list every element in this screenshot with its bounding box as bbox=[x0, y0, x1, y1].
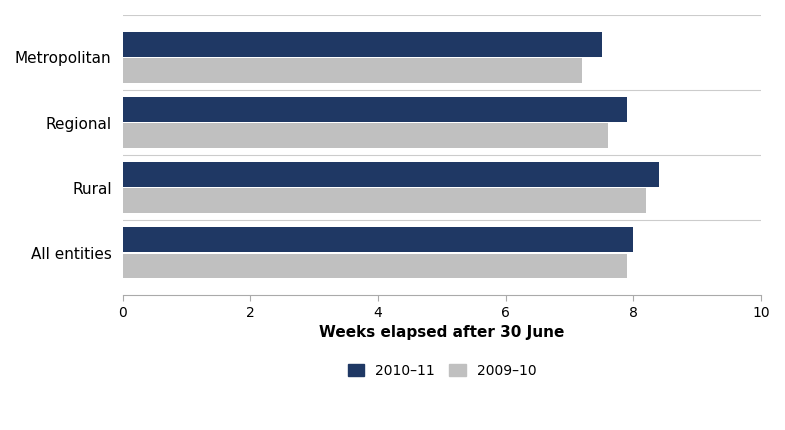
Legend: 2010–11, 2009–10: 2010–11, 2009–10 bbox=[342, 358, 542, 383]
Bar bbox=[122, 188, 646, 213]
Bar bbox=[122, 162, 659, 187]
Bar bbox=[122, 227, 633, 252]
Bar bbox=[122, 58, 582, 83]
Bar bbox=[122, 254, 627, 278]
X-axis label: Weeks elapsed after 30 June: Weeks elapsed after 30 June bbox=[319, 325, 564, 340]
Bar bbox=[122, 123, 608, 148]
Bar bbox=[122, 32, 601, 57]
Bar bbox=[122, 97, 627, 122]
